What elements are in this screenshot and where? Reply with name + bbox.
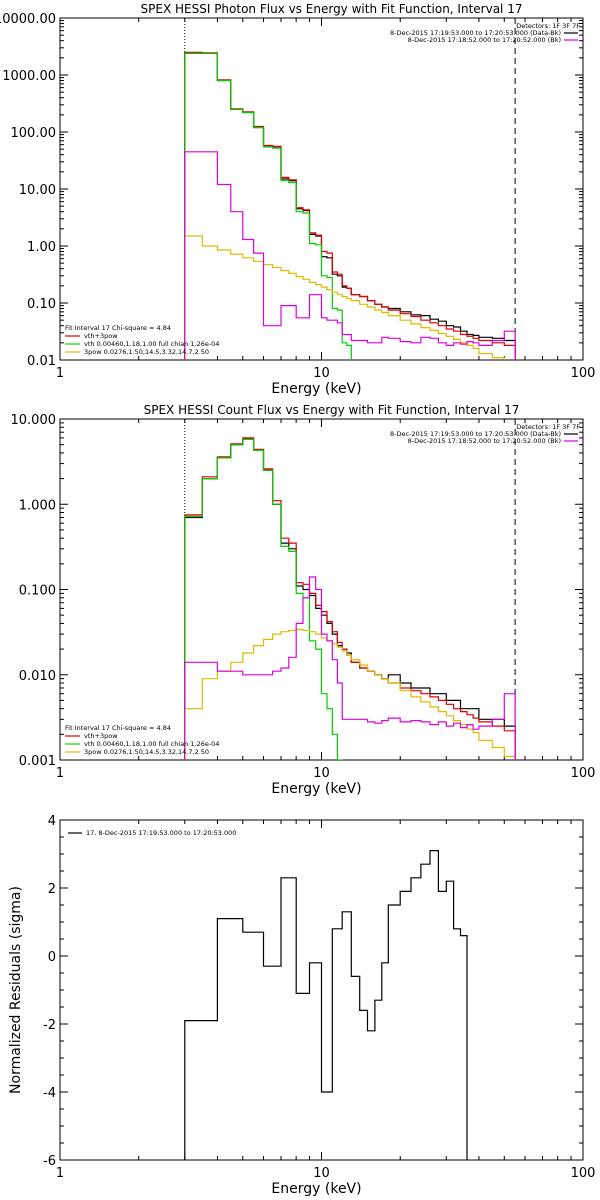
- legend-left-text: Fit Interval 17 Chi-square = 4.84: [65, 324, 171, 332]
- y-tick-label: 10.00: [19, 183, 56, 198]
- y-tick-label: 0.001: [19, 754, 56, 769]
- series-line-2: [184, 437, 516, 760]
- y-tick-label: 0: [48, 950, 56, 965]
- y-tick-label: 100.00: [11, 126, 57, 141]
- legend-left-text: vth+3pow: [84, 332, 118, 340]
- y-tick-label: 0.01: [27, 354, 56, 369]
- chart-title: SPEX HESSI Photon Flux vs Energy with Fi…: [141, 2, 523, 16]
- x-tick-label: 1: [56, 766, 64, 781]
- legend-right-text: 8-Dec-2015 17:19:53.000 to 17:20:53.000 …: [390, 430, 561, 438]
- legend-right-text: 8-Dec-2015 17:18:52.000 to 17:20:52.000 …: [408, 437, 561, 445]
- y-tick-label: 1.000: [19, 498, 56, 513]
- y-tick-label: 4: [48, 814, 56, 829]
- x-tick-label: 100: [571, 1166, 596, 1181]
- y-tick-label: 0.010: [19, 669, 56, 684]
- series-line-1: [184, 850, 468, 1160]
- detectors-label: Detectors: 1F 3F 7F: [516, 423, 580, 431]
- series-line-1: [184, 52, 516, 360]
- legend-left-text: 17. 8-Dec-2015 17:19:53.000 to 17:20:53.…: [86, 829, 236, 837]
- y-tick-label: 2: [48, 882, 56, 897]
- x-axis-label: Energy (keV): [271, 781, 361, 797]
- x-tick-label: 10: [313, 366, 330, 381]
- chart-title: SPEX HESSI Count Flux vs Energy with Fit…: [144, 403, 520, 417]
- legend-right-text: 8-Dec-2015 17:19:53.000 to 17:20:53.000 …: [390, 29, 561, 37]
- series-line-4: [184, 628, 516, 760]
- legend-left-text: vth+3pow: [84, 732, 118, 740]
- legend-left-text: 3pow 0.0276,1.50,14.5,3.32,14.7,2.50: [84, 748, 209, 756]
- x-axis-label: Energy (keV): [271, 1181, 361, 1197]
- legend-left-text: vth 0.00460,1.18,1.00 full chian 1.26e-0…: [84, 340, 219, 348]
- chart-panel-2: 1 10 100 0.001 0.010 0.100 1.000 10.000 SPEX HES…: [11, 403, 596, 797]
- series-line-4: [184, 235, 516, 360]
- series-line-3: [184, 438, 516, 760]
- y-tick-label: 10.000: [11, 413, 57, 428]
- y-tick-label: 10000.00: [0, 12, 56, 27]
- y-tick-label: -4: [43, 1086, 56, 1101]
- x-axis-label: Energy (keV): [271, 381, 361, 397]
- x-tick-label: 1: [56, 1166, 64, 1181]
- detectors-label: Detectors: 1F 3F 7F: [516, 22, 580, 30]
- y-tick-label: -2: [43, 1018, 56, 1033]
- y-tick-label: 1000.00: [2, 69, 56, 84]
- series-line-5: [184, 151, 516, 360]
- data-area: [184, 850, 468, 1160]
- y-axis-label: Normalized Residuals (sigma): [8, 886, 24, 1094]
- data-area: [184, 51, 516, 360]
- legend-left-text: 3pow 0.0276,1.50,14.5,3.32,14.7,2.50: [84, 348, 209, 356]
- chart-panel-1: 1 10 100 0.01 0.10 1.00 10.00 100.00 1000.00 1000…: [0, 2, 596, 397]
- series-line-2: [184, 51, 516, 360]
- legend-left-text: Fit Interval 17 Chi-square = 4.84: [65, 724, 171, 732]
- y-tick-label: 0.10: [27, 297, 56, 312]
- y-tick-label: -6: [43, 1154, 56, 1169]
- y-tick-label: 1.00: [27, 240, 56, 255]
- y-tick-label: 0.100: [19, 584, 56, 599]
- x-tick-label: 1: [56, 366, 64, 381]
- data-area: [184, 437, 516, 760]
- x-tick-label: 100: [571, 366, 596, 381]
- x-tick-label: 10: [313, 1166, 330, 1181]
- x-tick-label: 100: [571, 766, 596, 781]
- legend-left-text: vth 0.00460,1.18,1.00 full chian 1.26e-0…: [84, 740, 219, 748]
- legend-right-text: 8-Dec-2015 17:18:52.000 to 17:20:52.000 …: [408, 36, 561, 44]
- x-tick-label: 10: [313, 766, 330, 781]
- series-line-3: [184, 52, 516, 360]
- chart-panel-3: 1 10 100 -6 -4 -2 0 2 4 Energy (keV) Normalized Re…: [8, 814, 595, 1197]
- series-line-5: [184, 576, 516, 760]
